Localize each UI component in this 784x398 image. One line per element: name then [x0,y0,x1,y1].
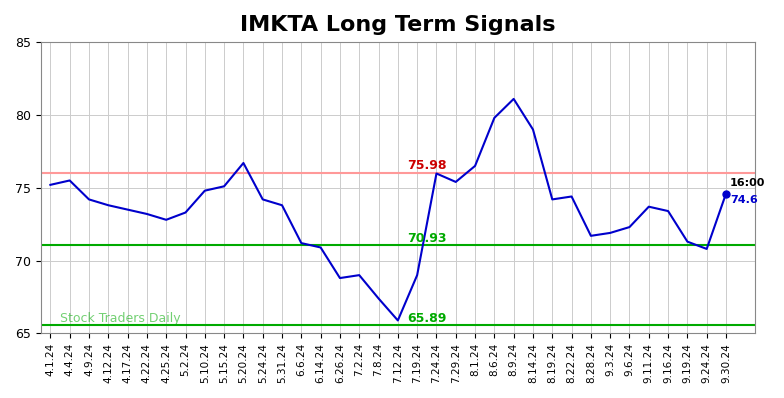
Text: 65.89: 65.89 [408,312,447,326]
Text: 16:00: 16:00 [730,178,765,187]
Title: IMKTA Long Term Signals: IMKTA Long Term Signals [240,15,556,35]
Text: 70.93: 70.93 [408,232,447,246]
Text: 75.98: 75.98 [408,159,447,172]
Text: 74.6: 74.6 [730,195,757,205]
Text: Stock Traders Daily: Stock Traders Daily [60,312,180,325]
